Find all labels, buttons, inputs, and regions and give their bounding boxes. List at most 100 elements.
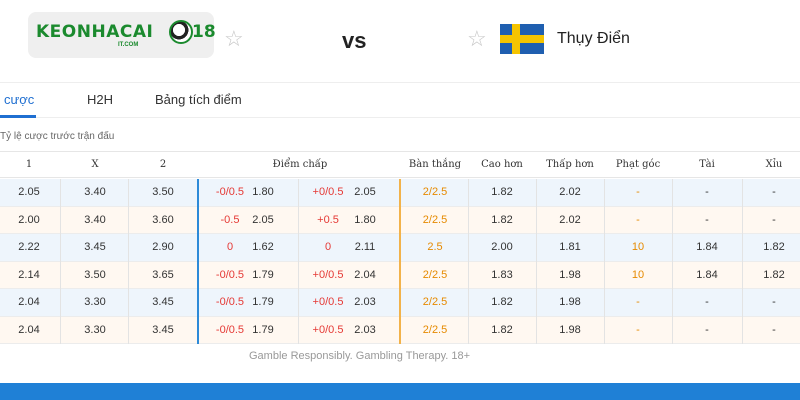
handicap-away-odds[interactable]: 1.80 [354,213,376,226]
under-odds[interactable]: 2.02 [559,213,581,226]
handicap-away-odds[interactable]: 2.04 [354,268,376,281]
corner-line[interactable]: 10 [631,241,645,253]
column-divider [468,179,469,207]
handicap-home-odds[interactable]: 2.05 [252,213,274,226]
odds-home[interactable]: 2.04 [18,296,40,308]
bottom-bar [0,383,800,400]
col-header-corners: Phạt góc [615,159,661,170]
goal-line[interactable]: 2/2.5 [422,268,448,281]
handicap-home-odds[interactable]: 1.62 [252,241,274,253]
under-odds[interactable]: 1.81 [559,241,581,253]
corner-under-odds[interactable]: - [772,296,776,308]
handicap-away-odds[interactable]: 2.11 [354,241,376,253]
handicap-home-odds[interactable]: 1.79 [252,268,274,281]
column-divider [468,289,469,317]
tab-odds[interactable]: cược [4,92,35,107]
odds-away[interactable]: 3.45 [152,296,174,308]
odds-draw[interactable]: 3.45 [84,241,106,253]
under-odds[interactable]: 1.98 [559,296,581,308]
handicap-away-line[interactable]: +0/0.5 [312,296,344,308]
corner-under-odds[interactable]: - [772,323,776,336]
over-odds[interactable]: 2.00 [491,241,513,253]
tab-h2h[interactable]: H2H [87,92,114,107]
odds-draw[interactable]: 3.40 [84,186,106,198]
over-odds[interactable]: 1.82 [491,323,513,336]
handicap-away-odds[interactable]: 2.03 [354,323,376,336]
under-odds[interactable]: 1.98 [559,268,581,281]
handicap-home-line[interactable]: -0/0.5 [215,296,245,308]
goal-line[interactable]: 2/2.5 [422,323,448,336]
corner-over-odds[interactable]: - [705,213,709,226]
goal-line[interactable]: 2/2.5 [422,213,448,226]
odds-draw[interactable]: 3.30 [84,323,106,336]
corner-over-odds[interactable]: - [705,186,709,198]
handicap-away-line[interactable]: +0/0.5 [312,186,344,198]
odds-away[interactable]: 3.50 [152,186,174,198]
odds-home[interactable]: 2.00 [18,213,40,226]
odds-away[interactable]: 3.45 [152,323,174,336]
column-divider [60,316,61,344]
tab-standings[interactable]: Bảng tích điểm [155,92,242,107]
handicap-home-odds[interactable]: 1.79 [252,323,274,336]
under-odds[interactable]: 2.02 [559,186,581,198]
corner-under-odds[interactable]: - [772,186,776,198]
corner-line[interactable]: - [636,186,640,198]
corner-over-odds[interactable]: 1.84 [696,241,718,253]
table-row[interactable]: 2.04 3.30 3.45 -0/0.5 1.79 +0/0.5 2.03 2/2.5 1.8… [0,316,800,344]
odds-away[interactable]: 3.65 [152,268,174,281]
handicap-away-odds[interactable]: 2.05 [354,186,376,198]
table-row[interactable]: 2.05 3.40 3.50 -0/0.5 1.80 +0/0.5 2.05 2/2.5 1.8… [0,179,800,207]
goal-line[interactable]: 2.5 [427,241,443,253]
corner-under-odds[interactable]: - [772,213,776,226]
handicap-home-odds[interactable]: 1.80 [252,186,274,198]
handicap-home-line[interactable]: 0 [226,241,234,253]
site-logo[interactable]: KEONHACAI 18 IT.COM [28,12,216,58]
handicap-away-line[interactable]: +0/0.5 [312,268,344,281]
corner-over-odds[interactable]: - [705,323,709,336]
odds-home[interactable]: 2.05 [18,186,40,198]
corner-over-odds[interactable]: - [705,296,709,308]
favorite-star-icon-home[interactable]: ☆ [224,26,244,51]
over-odds[interactable]: 1.83 [491,268,513,281]
corner-line[interactable]: 10 [631,268,645,281]
favorite-star-icon-away[interactable]: ☆ [467,26,487,51]
odds-home[interactable]: 2.04 [18,323,40,336]
column-divider [604,316,605,344]
handicap-away-line[interactable]: 0 [324,241,332,253]
handicap-home-odds[interactable]: 1.79 [252,296,274,308]
odds-draw[interactable]: 3.40 [84,213,106,226]
odds-home[interactable]: 2.22 [18,241,40,253]
handicap-home-line[interactable]: -0/0.5 [215,323,245,336]
goal-line[interactable]: 2/2.5 [422,186,448,198]
over-odds[interactable]: 1.82 [491,186,513,198]
handicap-away-line[interactable]: +0.5 [317,213,339,226]
under-odds[interactable]: 1.98 [559,323,581,336]
handicap-away-odds[interactable]: 2.03 [354,296,376,308]
handicap-home-line[interactable]: -0.5 [220,213,240,226]
logo-text: KEONHACAI [36,22,154,42]
table-row[interactable]: 2.04 3.30 3.45 -0/0.5 1.79 +0/0.5 2.03 2/2.5 1.8… [0,289,800,317]
column-divider [468,316,469,344]
corner-line[interactable]: - [636,213,640,226]
away-team-name[interactable]: Thụy Điển [557,30,630,47]
odds-home[interactable]: 2.14 [18,268,40,281]
table-row[interactable]: 2.14 3.50 3.65 -0/0.5 1.79 +0/0.5 2.04 2/2.5 1.8… [0,261,800,289]
odds-away[interactable]: 3.60 [152,213,174,226]
goal-line[interactable]: 2/2.5 [422,296,448,308]
responsible-gambling-note: Gamble Responsibly. Gambling Therapy. 18… [249,350,471,362]
table-row[interactable]: 2.00 3.40 3.60 -0.5 2.05 +0.5 1.80 2/2.5 1.82 2.0… [0,206,800,234]
handicap-home-line[interactable]: -0/0.5 [215,268,245,281]
over-odds[interactable]: 1.82 [491,296,513,308]
handicap-home-line[interactable]: -0/0.5 [215,186,245,198]
corner-under-odds[interactable]: 1.82 [763,241,785,253]
odds-draw[interactable]: 3.30 [84,296,106,308]
table-row[interactable]: 2.22 3.45 2.90 0 1.62 0 2.11 2.5 2.00 1.81 10 1.84 1… [0,234,800,262]
odds-away[interactable]: 2.90 [152,241,174,253]
corner-under-odds[interactable]: 1.82 [763,268,785,281]
corner-line[interactable]: - [636,323,640,336]
handicap-away-line[interactable]: +0/0.5 [312,323,344,336]
over-odds[interactable]: 1.82 [491,213,513,226]
odds-draw[interactable]: 3.50 [84,268,106,281]
corner-line[interactable]: - [636,296,640,308]
corner-over-odds[interactable]: 1.84 [696,268,718,281]
